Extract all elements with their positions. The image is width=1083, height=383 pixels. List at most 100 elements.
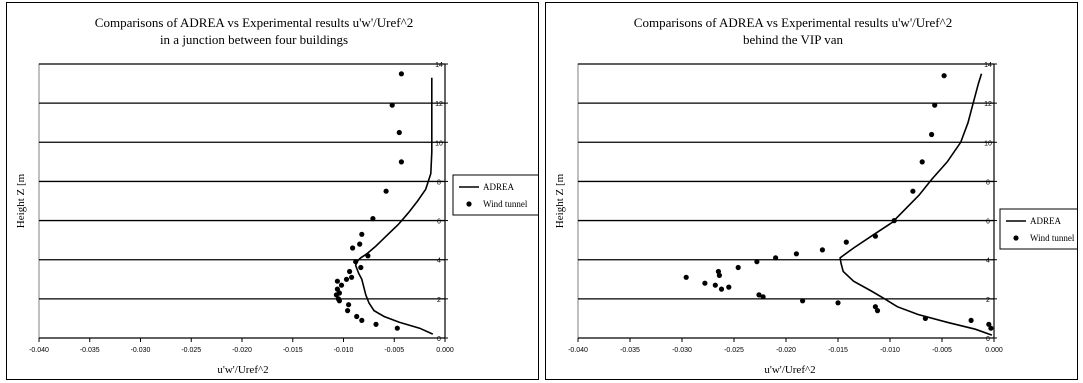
x-tick-label: -0.015	[283, 347, 303, 354]
x-tick-label: -0.040	[29, 347, 49, 354]
data-point-wind-tunnel	[353, 259, 359, 265]
chart-panel-right: Comparisons of ADREA vs Experimental res…	[545, 2, 1078, 380]
data-point-wind-tunnel	[370, 216, 376, 222]
legend-box	[999, 208, 1077, 250]
y-tick-label: 8	[437, 179, 441, 186]
data-point-wind-tunnel	[338, 282, 345, 288]
data-point-wind-tunnel	[773, 255, 779, 261]
plot-area	[38, 63, 446, 339]
x-tick-label: -0.010	[334, 347, 354, 354]
y-tick-label: 0	[437, 336, 441, 343]
data-point-wind-tunnel	[365, 253, 371, 259]
data-point-wind-tunnel	[754, 259, 760, 265]
plot-area	[577, 63, 995, 339]
y-tick-label: 10	[984, 140, 992, 147]
x-tick-label: -0.035	[80, 347, 100, 354]
data-point-wind-tunnel	[394, 325, 400, 331]
data-point-wind-tunnel	[968, 317, 974, 323]
data-point-wind-tunnel	[359, 231, 365, 237]
y-tick-label: 14	[435, 62, 443, 69]
data-point-wind-tunnel	[358, 264, 364, 271]
data-point-wind-tunnel	[359, 317, 365, 323]
x-axis-label: u'w'/Uref^2	[217, 364, 268, 376]
x-tick-label: -0.025	[724, 347, 744, 354]
y-axis-label: Height Z [m	[554, 173, 566, 228]
data-point-wind-tunnel	[354, 313, 360, 320]
data-point-wind-tunnel	[718, 286, 725, 292]
x-tick-label: 0.000	[985, 347, 1003, 354]
data-point-wind-tunnel	[726, 284, 732, 290]
x-tick-label: -0.025	[181, 347, 201, 354]
legend-label-adrea: ADREA	[1030, 216, 1061, 226]
y-tick-label: 2	[986, 297, 990, 304]
y-tick-label: 12	[435, 101, 443, 108]
legend-label-adrea: ADREA	[483, 182, 514, 192]
data-point-wind-tunnel	[398, 71, 404, 77]
data-point-wind-tunnel	[756, 292, 762, 298]
data-point-wind-tunnel	[819, 247, 825, 253]
data-point-wind-tunnel	[683, 274, 689, 280]
legend-box	[452, 174, 538, 216]
data-point-wind-tunnel	[343, 276, 350, 282]
data-point-wind-tunnel	[357, 241, 363, 247]
data-point-wind-tunnel	[835, 300, 841, 306]
data-point-wind-tunnel	[334, 286, 340, 292]
x-axis-label: u'w'/Uref^2	[764, 364, 815, 376]
data-point-wind-tunnel	[334, 278, 340, 284]
chart-subtitle: behind the VIP van	[743, 32, 844, 47]
y-tick-label: 4	[986, 258, 990, 265]
data-point-wind-tunnel	[872, 304, 878, 310]
x-tick-label: -0.020	[776, 347, 796, 354]
y-tick-label: 6	[437, 219, 441, 226]
legend-label-wind-tunnel: Wind tunnel	[483, 199, 528, 209]
data-point-wind-tunnel	[793, 251, 799, 257]
data-point-wind-tunnel	[891, 218, 897, 224]
chart-title: Comparisons of ADREA vs Experimental res…	[95, 15, 413, 30]
chart-title: Comparisons of ADREA vs Experimental res…	[634, 15, 952, 30]
data-point-wind-tunnel	[910, 188, 916, 194]
data-point-wind-tunnel	[872, 233, 878, 239]
data-point-wind-tunnel	[702, 280, 708, 286]
data-point-wind-tunnel	[336, 298, 342, 304]
data-point-wind-tunnel	[735, 264, 741, 271]
x-tick-label: -0.040	[568, 347, 588, 354]
data-point-wind-tunnel	[347, 268, 353, 275]
x-tick-label: -0.020	[232, 347, 252, 354]
data-point-wind-tunnel	[988, 325, 994, 331]
legend-swatch-marker	[1013, 235, 1019, 241]
series-line-adrea	[839, 73, 993, 336]
data-point-wind-tunnel	[941, 73, 947, 79]
y-axis-label: Height Z [m	[15, 173, 27, 228]
data-point-wind-tunnel	[712, 282, 718, 288]
chart-left: Comparisons of ADREA vs Experimental res…	[15, 15, 538, 376]
data-point-wind-tunnel	[349, 274, 355, 280]
y-tick-label: 0	[986, 336, 990, 343]
y-tick-label: 8	[986, 179, 990, 186]
x-tick-label: -0.010	[880, 347, 900, 354]
y-tick-label: 4	[437, 258, 441, 265]
x-tick-label: -0.030	[672, 347, 692, 354]
legend-label-wind-tunnel: Wind tunnel	[1030, 233, 1075, 243]
chart-subtitle: in a junction between four buildings	[160, 32, 348, 47]
data-point-wind-tunnel	[716, 272, 722, 278]
data-point-wind-tunnel	[383, 188, 389, 194]
y-tick-label: 2	[437, 297, 441, 304]
chart-panel-left: Comparisons of ADREA vs Experimental res…	[6, 2, 539, 380]
data-point-wind-tunnel	[373, 321, 379, 327]
data-point-wind-tunnel	[986, 321, 992, 327]
data-point-wind-tunnel	[345, 308, 351, 314]
data-point-wind-tunnel	[760, 294, 766, 300]
legend: ADREA Wind tunnel	[999, 208, 1077, 250]
data-point-wind-tunnel	[922, 315, 928, 321]
y-tick-label: 10	[435, 140, 443, 147]
data-point-wind-tunnel	[398, 159, 404, 165]
legend-swatch-marker	[466, 201, 472, 207]
data-point-wind-tunnel	[800, 298, 806, 304]
data-point-wind-tunnel	[929, 131, 935, 138]
x-tick-label: -0.035	[620, 347, 640, 354]
x-tick-label: -0.005	[384, 347, 404, 354]
data-point-wind-tunnel	[919, 159, 925, 165]
data-point-wind-tunnel	[350, 245, 356, 251]
data-point-wind-tunnel	[874, 308, 881, 314]
data-point-wind-tunnel	[715, 268, 721, 275]
